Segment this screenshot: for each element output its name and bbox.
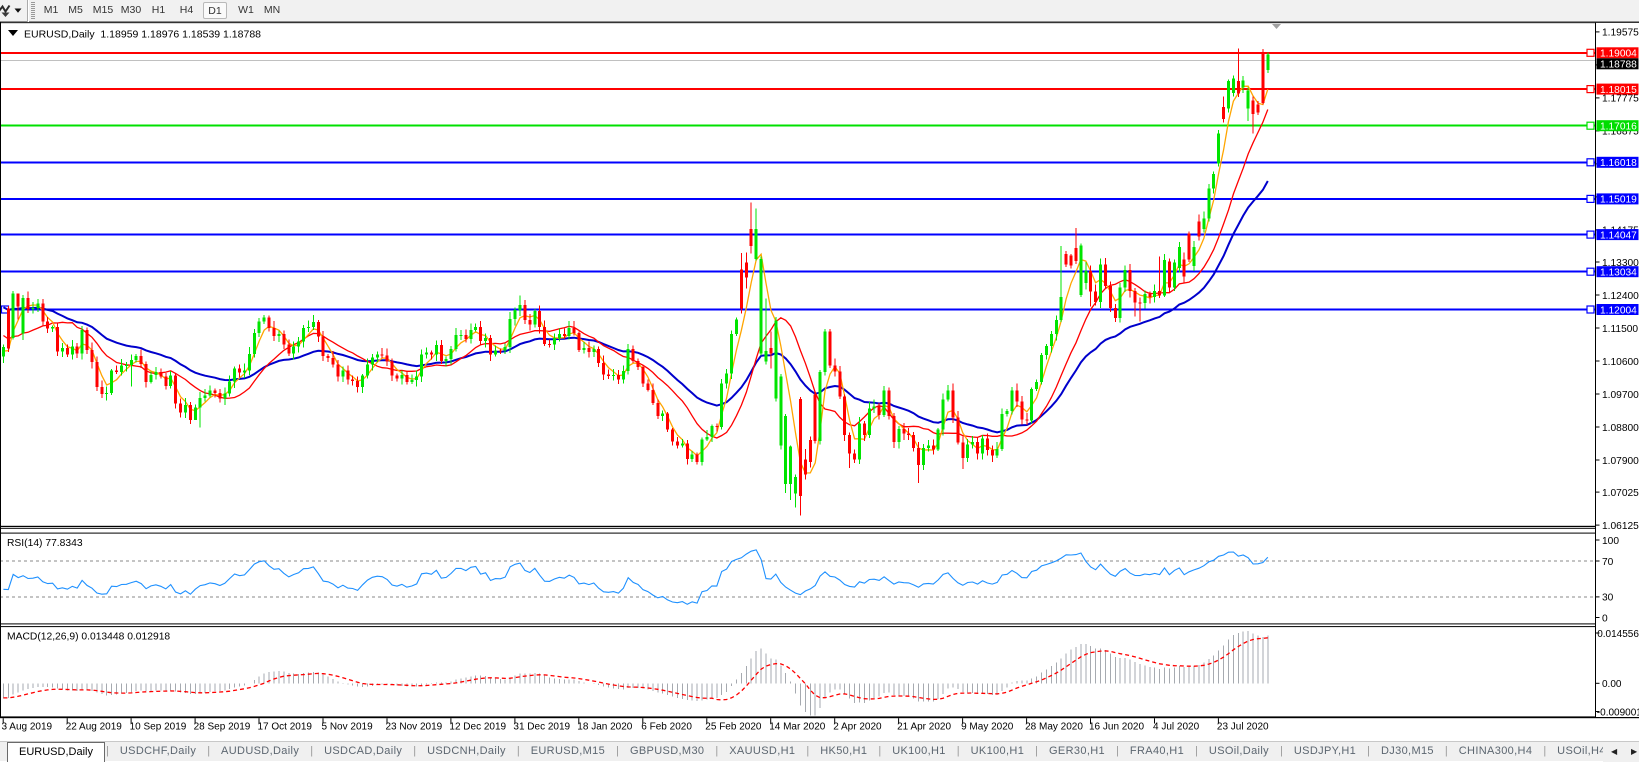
svg-text:10 Sep 2019: 10 Sep 2019	[130, 722, 187, 733]
svg-text:2 Apr 2020: 2 Apr 2020	[833, 722, 882, 733]
svg-text:0.00: 0.00	[1602, 679, 1622, 690]
svg-text:9 May 2020: 9 May 2020	[961, 722, 1014, 733]
svg-text:23 Jul 2020: 23 Jul 2020	[1217, 722, 1269, 733]
svg-text:25 Feb 2020: 25 Feb 2020	[705, 722, 762, 733]
svg-text:RSI(14) 77.8343: RSI(14) 77.8343	[7, 538, 83, 549]
svg-text:28 May 2020: 28 May 2020	[1025, 722, 1083, 733]
svg-text:16 Jun 2020: 16 Jun 2020	[1089, 722, 1144, 733]
svg-text:17 Oct 2019: 17 Oct 2019	[258, 722, 313, 733]
svg-text:1.07025: 1.07025	[1602, 488, 1639, 499]
svg-text:1.13034: 1.13034	[1600, 268, 1637, 279]
svg-text:0: 0	[1602, 613, 1608, 624]
svg-text:4 Jul 2020: 4 Jul 2020	[1153, 722, 1200, 733]
svg-text:1.17016: 1.17016	[1600, 122, 1637, 133]
svg-text:1.13300: 1.13300	[1602, 258, 1639, 269]
svg-text:-0.009001: -0.009001	[1597, 707, 1639, 718]
svg-text:1.15019: 1.15019	[1600, 195, 1637, 206]
svg-text:1.17775: 1.17775	[1602, 94, 1639, 105]
svg-text:28 Sep 2019: 28 Sep 2019	[194, 722, 251, 733]
svg-text:6 Feb 2020: 6 Feb 2020	[641, 722, 692, 733]
svg-text:1.18788: 1.18788	[1600, 60, 1637, 71]
svg-text:100: 100	[1602, 536, 1619, 547]
svg-text:1.14047: 1.14047	[1600, 230, 1637, 241]
svg-text:1.10600: 1.10600	[1602, 357, 1639, 368]
svg-text:1.09700: 1.09700	[1602, 390, 1639, 401]
svg-text:1.16875: 1.16875	[1602, 127, 1639, 138]
svg-text:1.08800: 1.08800	[1602, 423, 1639, 434]
svg-text:14 Mar 2020: 14 Mar 2020	[769, 722, 826, 733]
svg-text:30: 30	[1602, 593, 1614, 604]
svg-text:1.19004: 1.19004	[1600, 49, 1637, 60]
svg-text:1.16018: 1.16018	[1600, 158, 1637, 169]
svg-text:1.18015: 1.18015	[1600, 85, 1637, 96]
svg-text:22 Aug 2019: 22 Aug 2019	[66, 722, 123, 733]
svg-text:5 Nov 2019: 5 Nov 2019	[322, 722, 374, 733]
svg-text:EURUSD,Daily 1.18959 1.18976: EURUSD,Daily 1.18959 1.18976 1.18539 1.1…	[24, 29, 261, 41]
svg-text:31 Dec 2019: 31 Dec 2019	[513, 722, 570, 733]
svg-text:3 Aug 2019: 3 Aug 2019	[2, 722, 53, 733]
svg-text:18 Jan 2020: 18 Jan 2020	[577, 722, 632, 733]
svg-text:1.12004: 1.12004	[1600, 305, 1637, 316]
svg-text:21 Apr 2020: 21 Apr 2020	[897, 722, 951, 733]
svg-text:1.06125: 1.06125	[1602, 521, 1639, 532]
svg-text:1.07900: 1.07900	[1602, 456, 1639, 467]
svg-text:70: 70	[1602, 557, 1614, 568]
svg-text:1.12400: 1.12400	[1602, 291, 1639, 302]
svg-text:12 Dec 2019: 12 Dec 2019	[449, 722, 506, 733]
svg-text:1.19575: 1.19575	[1602, 28, 1639, 39]
svg-text:MACD(12,26,9) 0.013448 0.01291: MACD(12,26,9) 0.013448 0.012918	[7, 632, 170, 643]
svg-text:1.11500: 1.11500	[1602, 324, 1638, 335]
svg-text:23 Nov 2019: 23 Nov 2019	[386, 722, 443, 733]
svg-text:0.014556: 0.014556	[1597, 629, 1639, 640]
